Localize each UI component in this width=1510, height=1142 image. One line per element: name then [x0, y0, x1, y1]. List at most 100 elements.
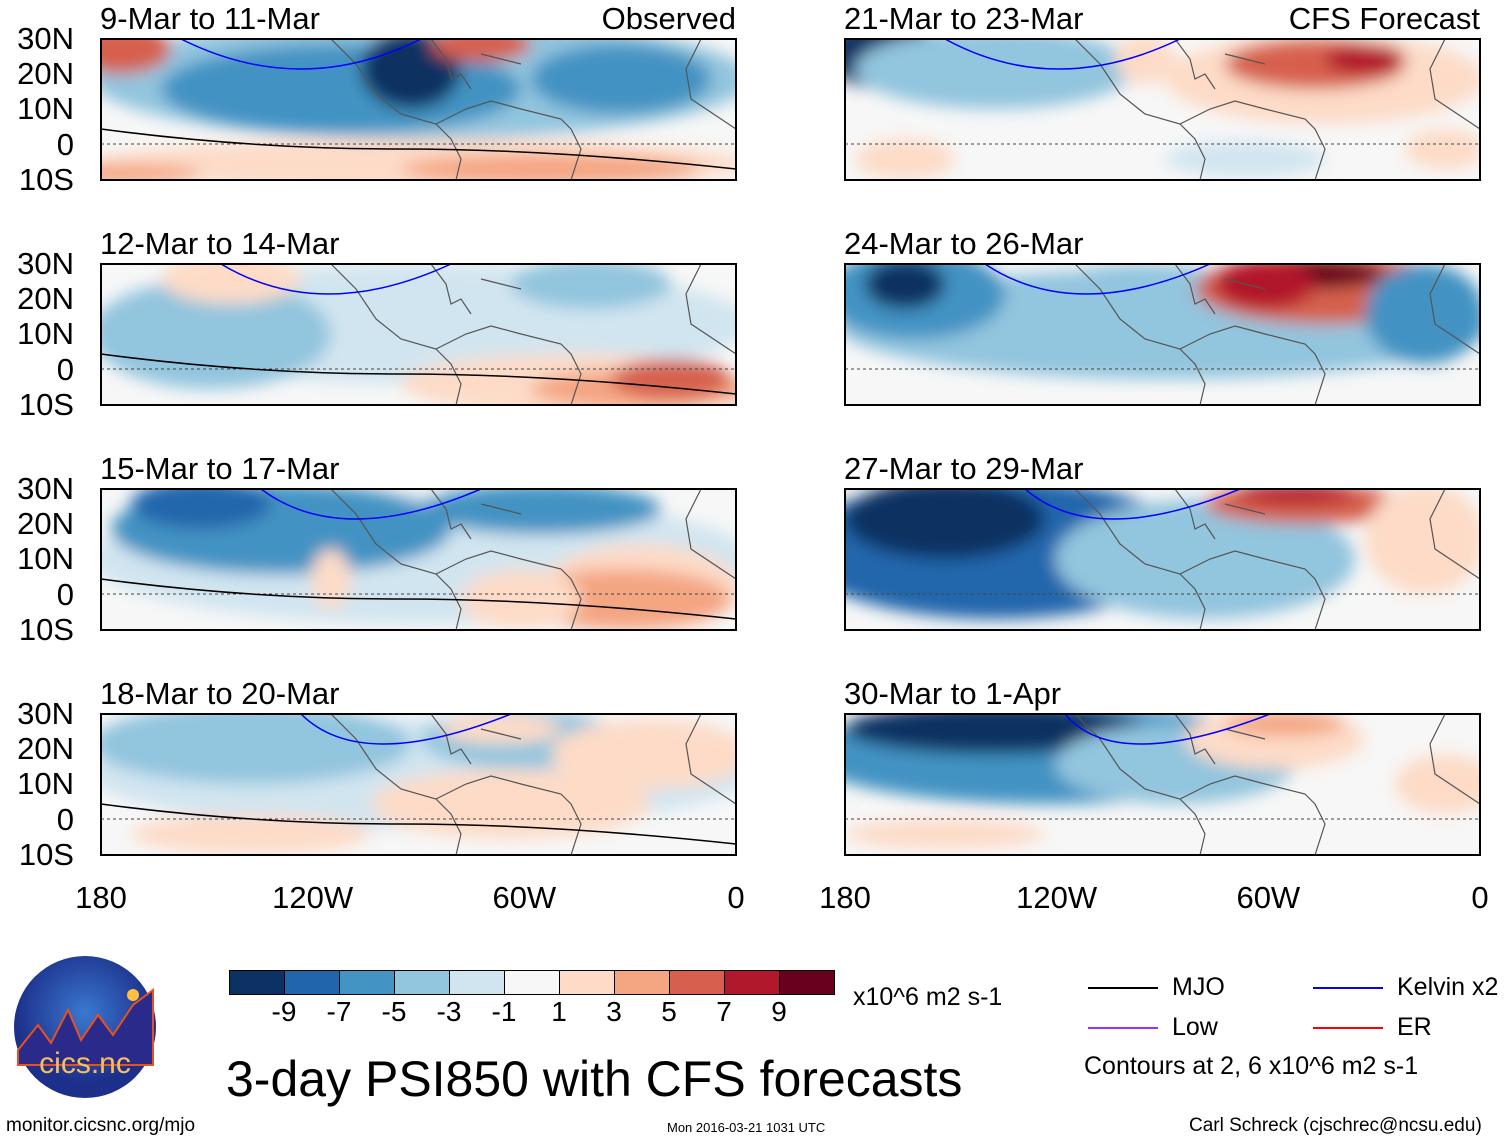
- colorbar-label: 5: [661, 996, 677, 1027]
- lon-tick-label: 0: [727, 880, 745, 915]
- colorbar-swatch: [505, 971, 560, 994]
- coastline: [330, 489, 736, 630]
- colorbar-swatch: [395, 971, 450, 994]
- anomaly-region: [361, 39, 461, 109]
- anomaly-region: [845, 714, 1145, 754]
- anomaly-region: [845, 819, 1045, 849]
- lat-tick-label: 10S: [18, 161, 74, 197]
- map-panel: [844, 263, 1481, 406]
- legend-line: [1313, 987, 1383, 989]
- anomaly-region: [371, 769, 651, 839]
- colorbar-swatch: [615, 971, 670, 994]
- panel-title: 27-Mar to 29-Mar: [844, 451, 1084, 486]
- anomaly-region: [131, 489, 271, 529]
- anomaly-region: [611, 359, 731, 399]
- anomaly-region: [551, 719, 736, 789]
- lon-tick-label: 60W: [492, 880, 557, 915]
- mjo-contour: [101, 578, 736, 620]
- lat-tick-label: 20N: [17, 506, 74, 542]
- anomaly-region: [441, 714, 561, 744]
- kelvin-contour: [944, 39, 1181, 70]
- anomaly-region: [461, 569, 581, 629]
- author-credit: Carl Schreck (cjschrec@ncsu.edu): [1189, 1115, 1482, 1136]
- anomaly-region: [1235, 489, 1355, 504]
- lat-tick-label: 0: [56, 126, 74, 162]
- legend-label: Low: [1172, 1013, 1218, 1041]
- colorbar-swatch: [560, 971, 615, 994]
- lat-tick-label: 10N: [17, 316, 74, 352]
- colorbar-swatch: [285, 971, 340, 994]
- map-panel: [100, 263, 737, 406]
- legend-label: Kelvin x2: [1397, 973, 1499, 1001]
- mjo-contour: [101, 803, 736, 845]
- colorbar-swatch: [780, 971, 834, 994]
- lat-tick-label: 20N: [17, 281, 74, 317]
- lat-tick-label: 10N: [17, 766, 74, 802]
- coastline: [330, 264, 736, 405]
- coastline: [330, 39, 736, 180]
- colorbar-label: -5: [381, 996, 407, 1027]
- legend-line: [1088, 1027, 1158, 1029]
- anomaly-region: [1395, 754, 1480, 814]
- coastline: [1074, 714, 1480, 855]
- colorbar-label: -7: [326, 996, 352, 1027]
- lon-tick-label: 180: [819, 880, 871, 915]
- anomaly-region: [1055, 499, 1355, 619]
- colorbar-label: -1: [491, 996, 517, 1027]
- colorbar-swatch: [340, 971, 395, 994]
- panel-tag: CFS Forecast: [1288, 1, 1480, 36]
- cics-logo: cics.nc: [13, 955, 157, 1099]
- anomaly-region: [431, 39, 531, 62]
- map-panel: [844, 488, 1481, 631]
- url-label[interactable]: monitor.cicsnc.org/mjo: [6, 1115, 196, 1136]
- colorbar-swatch: [230, 971, 285, 994]
- coastline: [1074, 39, 1480, 180]
- lat-tick-label: 10S: [18, 836, 74, 872]
- coastline: [1074, 264, 1480, 405]
- anomaly-region: [511, 264, 671, 309]
- lat-tick-label: 10S: [18, 611, 74, 647]
- anomaly-region: [531, 44, 711, 114]
- map-panel: [100, 38, 737, 181]
- lat-tick-label: 20N: [17, 731, 74, 767]
- mjo-contour: [101, 128, 736, 170]
- lat-tick-label: 10S: [18, 386, 74, 422]
- lon-tick-label: 120W: [272, 880, 354, 915]
- kelvin-contour: [220, 264, 452, 295]
- lat-tick-label: 0: [56, 576, 74, 612]
- kelvin-contour: [300, 714, 512, 745]
- anomaly-region: [101, 714, 411, 784]
- coastline: [330, 714, 736, 855]
- kelvin-contour: [1064, 714, 1271, 745]
- chart-title: 3-day PSI850 with CFS forecasts: [226, 1051, 963, 1107]
- anomaly-region: [855, 139, 955, 179]
- kelvin-contour: [260, 489, 482, 520]
- colorbar-swatch: [725, 971, 780, 994]
- anomaly-region: [855, 39, 1135, 109]
- anomaly-region: [101, 39, 171, 74]
- anomaly-region: [311, 549, 351, 609]
- panel-title: 12-Mar to 14-Mar: [100, 226, 340, 261]
- lon-tick-label: 120W: [1016, 880, 1098, 915]
- anomaly-region: [1325, 44, 1405, 74]
- lat-tick-label: 0: [56, 351, 74, 387]
- colorbar-label: -9: [271, 996, 297, 1027]
- contour-note: Contours at 2, 6 x10^6 m2 s-1: [1084, 1052, 1419, 1080]
- lat-tick-label: 20N: [17, 56, 74, 92]
- colorbar-label: 1: [551, 996, 567, 1027]
- legend-label: ER: [1397, 1013, 1432, 1041]
- colorbar-label: -3: [436, 996, 462, 1027]
- units-label: x10^6 m2 s-1: [853, 983, 1003, 1011]
- legend-label: MJO: [1172, 973, 1225, 1001]
- lat-tick-label: 30N: [17, 246, 74, 281]
- map-panel: [100, 488, 737, 631]
- coastline: [1074, 489, 1480, 630]
- panel-title: 30-Mar to 1-Apr: [844, 676, 1062, 711]
- panel-title: 15-Mar to 17-Mar: [100, 451, 340, 486]
- panel-title: 21-Mar to 23-Mar: [844, 1, 1084, 36]
- anomaly-region: [1405, 129, 1480, 169]
- colorbar-label: 7: [716, 996, 732, 1027]
- anomaly-region: [401, 154, 701, 180]
- kelvin-contour: [984, 264, 1211, 295]
- anomaly-region: [845, 489, 1045, 559]
